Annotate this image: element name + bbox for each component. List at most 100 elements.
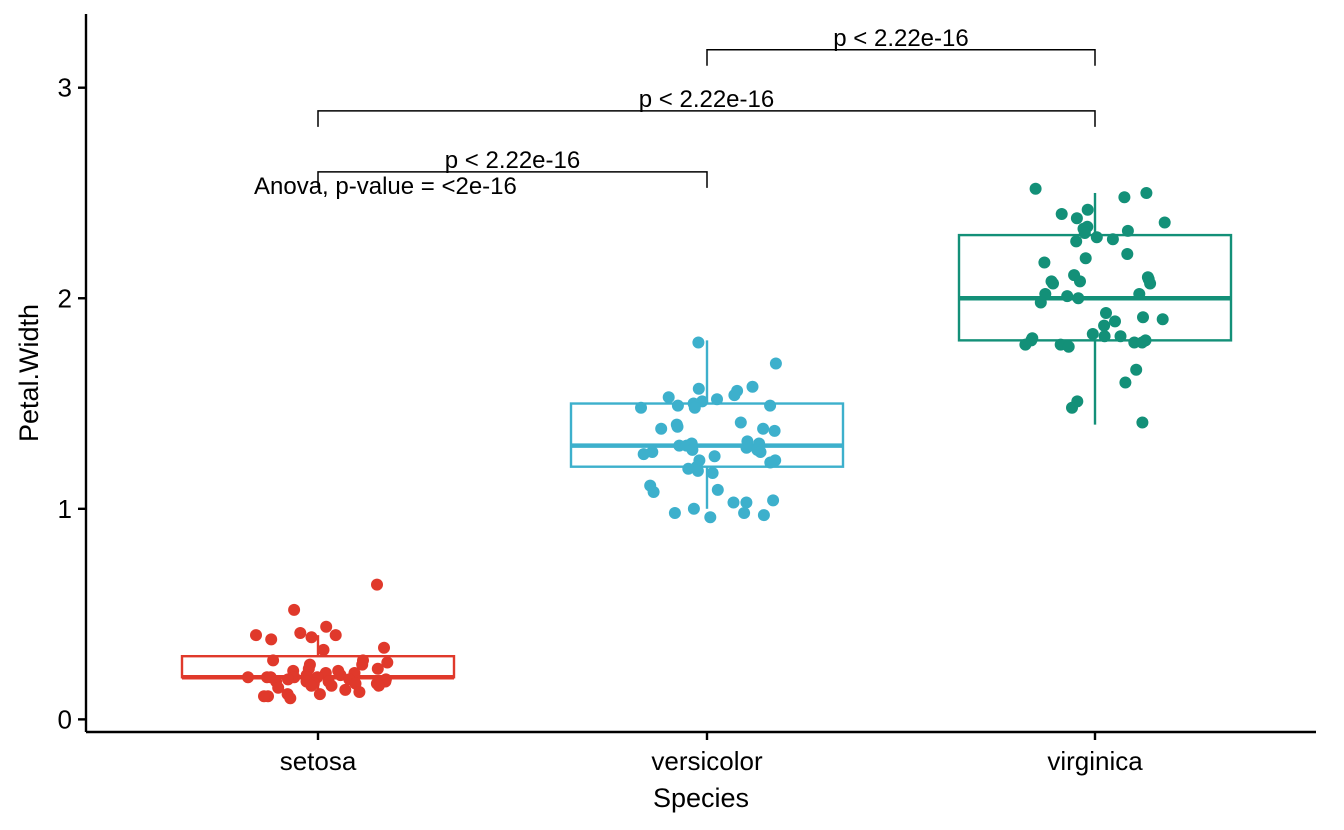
data-point-setosa bbox=[242, 671, 254, 684]
data-point-versicolor bbox=[704, 511, 717, 524]
data-point-virginica bbox=[1133, 288, 1146, 300]
data-point-virginica bbox=[1090, 231, 1103, 244]
data-point-virginica bbox=[1086, 328, 1099, 340]
p-value-label: p < 2.22e-16 bbox=[639, 86, 774, 113]
data-point-virginica bbox=[1098, 319, 1111, 332]
bracket-line bbox=[317, 110, 1096, 127]
bracket-line bbox=[706, 49, 1096, 66]
y-tick-label: 0 bbox=[58, 704, 72, 734]
data-point-virginica bbox=[1070, 235, 1083, 248]
data-point-virginica bbox=[1130, 363, 1143, 376]
x-tick-label: setosa bbox=[280, 746, 357, 776]
data-point-versicolor bbox=[691, 464, 704, 477]
y-tick-label: 3 bbox=[58, 73, 72, 103]
data-point-versicolor bbox=[738, 507, 751, 519]
data-point-setosa bbox=[325, 679, 338, 692]
data-point-setosa bbox=[329, 629, 342, 642]
data-point-versicolor bbox=[655, 422, 668, 435]
data-point-versicolor bbox=[740, 496, 753, 509]
data-point-versicolor bbox=[668, 507, 681, 519]
data-point-setosa bbox=[372, 679, 385, 692]
data-point-versicolor bbox=[671, 420, 684, 433]
data-point-versicolor bbox=[768, 424, 781, 437]
data-point-setosa bbox=[282, 673, 294, 686]
data-point-virginica bbox=[1140, 187, 1153, 199]
data-point-virginica bbox=[1066, 401, 1078, 414]
data-point-virginica bbox=[1100, 307, 1112, 319]
y-tick-label: 2 bbox=[58, 283, 72, 313]
data-point-versicolor bbox=[754, 446, 767, 458]
x-axis-ticks: setosa versicolor virginica bbox=[280, 732, 1143, 776]
data-point-setosa bbox=[317, 643, 330, 656]
data-point-virginica bbox=[1078, 227, 1091, 239]
data-point-virginica bbox=[1079, 252, 1092, 265]
x-axis-title: Species bbox=[653, 783, 749, 813]
data-point-setosa bbox=[371, 662, 384, 675]
data-point-versicolor bbox=[692, 336, 705, 349]
data-point-versicolor bbox=[764, 399, 777, 412]
data-point-versicolor bbox=[740, 441, 753, 454]
box-iqr bbox=[569, 402, 845, 468]
data-point-setosa bbox=[284, 692, 297, 705]
data-point-setosa bbox=[371, 578, 383, 591]
data-point-virginica bbox=[1047, 277, 1059, 290]
data-point-versicolor bbox=[692, 382, 705, 395]
box-iqr bbox=[957, 233, 1233, 342]
data-point-versicolor bbox=[687, 502, 700, 515]
x-tick-label: virginica bbox=[1047, 746, 1143, 776]
data-point-versicolor bbox=[637, 448, 650, 461]
data-point-virginica bbox=[1109, 315, 1121, 328]
box-group-setosa bbox=[180, 578, 456, 705]
y-tick-label: 1 bbox=[58, 494, 72, 524]
data-point-virginica bbox=[1156, 313, 1169, 326]
data-point-virginica bbox=[1136, 336, 1149, 349]
data-point-virginica bbox=[1114, 330, 1127, 343]
data-point-setosa bbox=[305, 679, 318, 692]
data-point-setosa bbox=[381, 656, 394, 669]
data-point-versicolor bbox=[706, 467, 719, 479]
data-point-setosa bbox=[305, 631, 318, 644]
data-point-versicolor bbox=[708, 450, 721, 463]
data-point-setosa bbox=[267, 654, 280, 667]
box-group-virginica bbox=[957, 182, 1233, 429]
data-point-virginica bbox=[1019, 338, 1032, 351]
data-point-virginica bbox=[1055, 208, 1068, 220]
data-point-virginica bbox=[1034, 296, 1047, 309]
box-group-versicolor bbox=[569, 336, 845, 524]
data-point-versicolor bbox=[711, 483, 724, 496]
data-point-setosa bbox=[258, 690, 270, 703]
y-axis-ticks: 0 1 2 3 bbox=[58, 73, 86, 734]
data-point-virginica bbox=[1061, 290, 1074, 303]
data-point-versicolor bbox=[686, 443, 699, 456]
data-point-versicolor bbox=[769, 357, 782, 370]
data-point-setosa bbox=[339, 683, 352, 696]
plot-marks bbox=[180, 182, 1233, 705]
data-point-versicolor bbox=[662, 391, 675, 404]
data-point-setosa bbox=[272, 681, 285, 694]
data-point-virginica bbox=[1062, 340, 1075, 353]
data-point-virginica bbox=[1121, 224, 1134, 237]
p-value-label: p < 2.22e-16 bbox=[833, 25, 968, 52]
data-point-versicolor bbox=[682, 462, 695, 475]
data-point-versicolor bbox=[711, 393, 723, 406]
data-point-setosa bbox=[378, 641, 390, 654]
data-point-versicolor bbox=[767, 494, 780, 507]
data-point-versicolor bbox=[734, 416, 747, 429]
bracket-line bbox=[317, 171, 708, 188]
data-point-setosa bbox=[294, 627, 307, 639]
data-point-virginica bbox=[1144, 277, 1157, 290]
comparison-bracket: p < 2.22e-16 bbox=[706, 25, 1096, 66]
data-point-versicolor bbox=[635, 401, 647, 414]
data-point-setosa bbox=[320, 620, 333, 633]
data-point-setosa bbox=[356, 658, 369, 671]
data-point-virginica bbox=[1029, 182, 1042, 195]
data-point-virginica bbox=[1081, 203, 1094, 216]
data-point-setosa bbox=[353, 686, 366, 698]
data-point-setosa bbox=[288, 603, 301, 616]
data-point-setosa bbox=[265, 633, 278, 646]
data-point-virginica bbox=[1074, 275, 1086, 288]
data-point-setosa bbox=[250, 629, 262, 642]
data-point-versicolor bbox=[671, 399, 684, 412]
data-point-versicolor bbox=[647, 486, 660, 498]
